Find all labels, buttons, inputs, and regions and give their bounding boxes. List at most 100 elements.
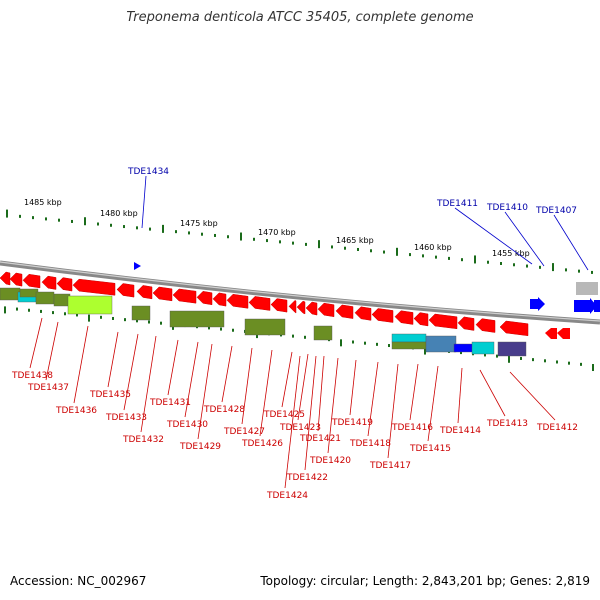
cog-box bbox=[497, 341, 527, 357]
leader-line bbox=[167, 339, 179, 396]
lower-tick bbox=[520, 356, 522, 360]
scale-tick bbox=[266, 239, 268, 243]
lower-tick bbox=[292, 334, 294, 338]
cog-box bbox=[67, 295, 113, 315]
lower-tick bbox=[88, 314, 90, 322]
cog-box bbox=[244, 318, 286, 336]
scale-tick bbox=[253, 237, 255, 241]
gene-label: TDE1422 bbox=[286, 473, 328, 483]
scale-tick bbox=[214, 233, 216, 237]
leader-line bbox=[304, 355, 317, 471]
cog-box bbox=[0, 287, 21, 301]
gene-label: TDE1432 bbox=[122, 435, 164, 445]
scale-label: 1465 kbp bbox=[336, 236, 374, 245]
lower-tick bbox=[100, 315, 102, 319]
gene-label: TDE1410 bbox=[486, 203, 528, 213]
leader-line bbox=[409, 363, 419, 421]
scale-tick bbox=[474, 255, 476, 264]
reverse-gene-arrow bbox=[288, 299, 297, 314]
gene-label: TDE1431 bbox=[149, 398, 191, 408]
forward-gene-arrow bbox=[134, 262, 141, 270]
lower-tick bbox=[484, 353, 486, 357]
lower-tick bbox=[460, 351, 462, 355]
leader-line bbox=[107, 331, 119, 388]
reverse-gene-arrow bbox=[41, 275, 57, 290]
gene-label: TDE1418 bbox=[349, 439, 391, 449]
cog-box bbox=[453, 343, 475, 353]
scale-labels: 1485 kbp 1480 kbp 1475 kbp 1470 kbp 1465 kbp… bbox=[24, 198, 530, 258]
gene-label: TDE1412 bbox=[536, 423, 578, 433]
reverse-gene-arrow bbox=[475, 318, 496, 333]
reverse-gene-arrow bbox=[305, 301, 318, 316]
scale-tick bbox=[526, 264, 528, 268]
gene-label: TDE1417 bbox=[369, 461, 411, 471]
gene-label: TDE1438 bbox=[11, 371, 53, 381]
reverse-gene-arrow bbox=[499, 320, 529, 337]
forward-gene-grey bbox=[576, 282, 598, 295]
scale-tick bbox=[227, 235, 229, 239]
reverse-gene-arrow bbox=[354, 306, 372, 321]
reverse-gene-arrow bbox=[152, 286, 173, 302]
cog-category-boxes bbox=[0, 287, 527, 357]
gene-label: TDE1426 bbox=[241, 439, 283, 449]
lower-tick bbox=[124, 318, 126, 322]
leader-line bbox=[479, 369, 506, 417]
leader-line bbox=[241, 347, 253, 425]
lower-tick bbox=[232, 328, 234, 332]
lower-tick bbox=[16, 307, 18, 311]
scale-label: 1460 kbp bbox=[414, 243, 452, 252]
gene-label: TDE1423 bbox=[279, 423, 321, 433]
reverse-gene-arrow bbox=[371, 308, 394, 323]
scale-tick bbox=[448, 256, 450, 260]
leader-line bbox=[281, 351, 293, 408]
lower-tick bbox=[352, 340, 354, 344]
leader-line bbox=[427, 365, 439, 442]
lower-tick bbox=[64, 312, 66, 316]
scale-tick bbox=[123, 225, 125, 229]
cog-box bbox=[169, 310, 225, 328]
scale-tick bbox=[97, 222, 99, 226]
scale-tick bbox=[578, 269, 580, 273]
scale-tick bbox=[539, 265, 541, 269]
reverse-gene-arrow bbox=[212, 292, 227, 307]
cog-box bbox=[35, 291, 55, 305]
reverse-gene-arrow bbox=[457, 316, 475, 331]
scale-tick bbox=[409, 253, 411, 257]
scale-tick bbox=[552, 263, 554, 272]
gene-label: TDE1429 bbox=[179, 442, 221, 452]
leader-line bbox=[349, 359, 357, 416]
reverse-gene-arrow bbox=[270, 298, 288, 313]
lower-tick bbox=[160, 321, 162, 325]
scale-tick bbox=[279, 240, 281, 244]
scale-tick bbox=[318, 240, 320, 249]
reverse-gene-arrow bbox=[335, 304, 354, 319]
lower-tick bbox=[112, 316, 114, 320]
lower-tick bbox=[556, 360, 558, 364]
reverse-gene-arrow bbox=[296, 300, 306, 315]
genome-backbone bbox=[0, 260, 600, 325]
scale-tick bbox=[84, 217, 86, 226]
forward-gene-blue bbox=[594, 300, 600, 312]
gene-leader-lines bbox=[29, 175, 589, 489]
cog-box bbox=[471, 341, 495, 355]
scale-label: 1485 kbp bbox=[24, 198, 62, 207]
forward-gene-arrow bbox=[574, 298, 597, 314]
map-title: Treponema denticola ATCC 35405, complete… bbox=[126, 10, 474, 25]
gene-label: TDE1420 bbox=[309, 456, 351, 466]
lower-tick bbox=[304, 335, 306, 339]
reverse-gene-arrow bbox=[172, 288, 197, 304]
cog-box bbox=[425, 335, 457, 353]
leader-line bbox=[184, 341, 199, 418]
reverse-gene-arrow bbox=[413, 312, 429, 327]
lower-tick bbox=[148, 320, 150, 324]
scale-tick bbox=[292, 241, 294, 245]
leader-line bbox=[45, 321, 59, 381]
leader-line bbox=[327, 357, 339, 454]
reverse-gene-arrow bbox=[545, 328, 557, 339]
lower-tick bbox=[76, 313, 78, 317]
cog-box bbox=[313, 325, 333, 341]
leader-line bbox=[454, 207, 533, 265]
cog-box bbox=[131, 305, 151, 321]
scale-tick bbox=[383, 250, 385, 254]
